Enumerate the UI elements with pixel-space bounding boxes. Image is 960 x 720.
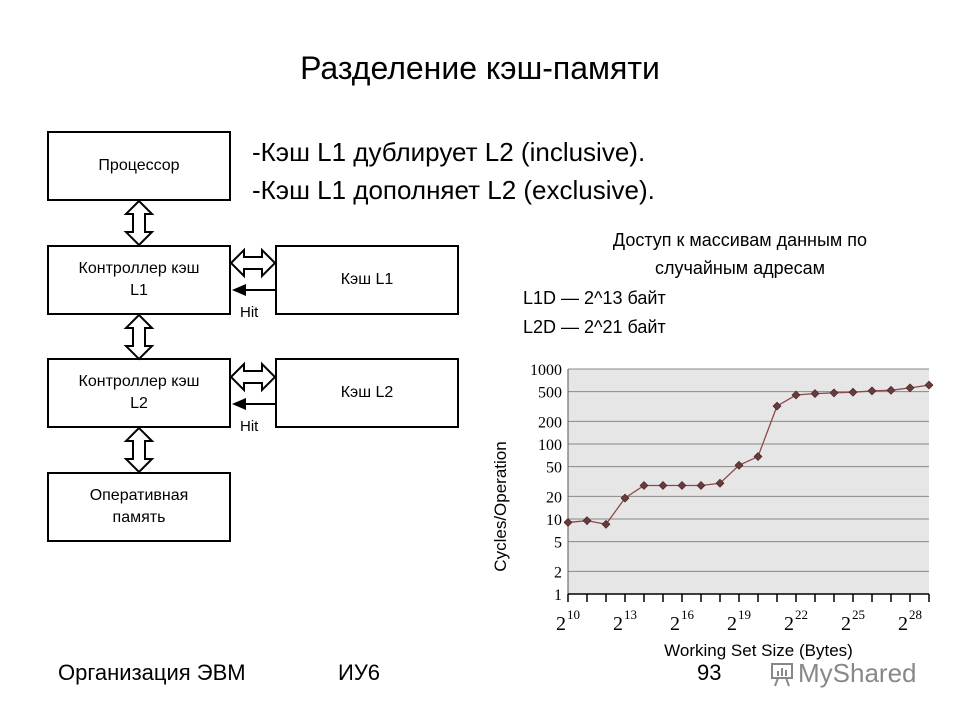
svg-text:2: 2 [841, 613, 851, 635]
cache-l2-block: Кэш L2 [275, 358, 459, 428]
svg-text:10: 10 [546, 512, 562, 529]
ram-label: Оперативная [89, 487, 189, 504]
svg-text:13: 13 [624, 607, 637, 622]
ctrl-l2-label: Контроллер кэш [78, 373, 200, 390]
svg-text:1: 1 [554, 587, 562, 604]
ctrl-l1-level: L1 [130, 282, 148, 299]
svg-text:2: 2 [670, 613, 680, 635]
watermark: MyShared [770, 658, 917, 689]
bidirectional-arrow-icon [230, 249, 276, 277]
svg-text:10: 10 [567, 607, 580, 622]
footer-page-number: 93 [697, 660, 722, 685]
ram-block: Оперативная память [47, 472, 231, 542]
ctrl-l1-label: Контроллер кэш [78, 260, 200, 277]
processor-label: Процессор [98, 157, 180, 174]
svg-text:Working Set Size (Bytes): Working Set Size (Bytes) [664, 641, 853, 660]
svg-text:2: 2 [784, 613, 794, 635]
bidirectional-arrow-icon [125, 314, 153, 360]
svg-text:19: 19 [738, 607, 751, 622]
bidirectional-arrow-icon [230, 363, 276, 391]
svg-text:100: 100 [538, 437, 562, 454]
presentation-board-icon [771, 662, 793, 686]
svg-text:5: 5 [554, 535, 562, 552]
hit-arrow-icon [232, 284, 246, 296]
svg-text:2: 2 [898, 613, 908, 635]
svg-text:20: 20 [546, 489, 562, 506]
svg-text:500: 500 [538, 385, 562, 402]
chart-caption-line2: случайным адресам [654, 258, 826, 278]
ram-label-2: память [112, 509, 166, 526]
svg-text:50: 50 [546, 460, 562, 477]
l2d-size: L2D — 2^21 байт [523, 317, 666, 337]
footer-group: ИУ6 [338, 660, 381, 685]
svg-text:200: 200 [538, 414, 562, 431]
svg-text:22: 22 [795, 607, 808, 622]
bidirectional-arrow-icon [125, 200, 153, 246]
cache-l1-block: Кэш L1 [275, 245, 459, 315]
svg-text:16: 16 [681, 607, 695, 622]
bullet-exclusive: -Кэш L1 дополняет L2 (exclusive). [252, 175, 655, 205]
svg-text:2: 2 [556, 613, 566, 635]
svg-text:25: 25 [852, 607, 865, 622]
svg-text:2: 2 [727, 613, 737, 635]
hit-arrow-icon [232, 398, 246, 410]
watermark-text: MyShared [798, 658, 917, 688]
chart-caption-line1: Доступ к массивам данным по [612, 230, 868, 250]
slide-title: Разделение кэш-памяти [300, 50, 660, 86]
ctrl-l2-level: L2 [130, 395, 148, 412]
bullet-inclusive: -Кэш L1 дублирует L2 (inclusive). [252, 137, 646, 167]
svg-text:2: 2 [554, 564, 562, 581]
svg-text:28: 28 [909, 607, 922, 622]
cache-l2-label: Кэш L2 [340, 384, 394, 401]
svg-text:Cycles/Operation: Cycles/Operation [491, 441, 510, 571]
hit-label-l2: Hit [240, 418, 259, 435]
l1d-size: L1D — 2^13 байт [523, 288, 666, 308]
svg-text:2: 2 [613, 613, 623, 635]
diagram-arrows [125, 200, 276, 473]
bidirectional-arrow-icon [125, 427, 153, 473]
cache-l1-label: Кэш L1 [340, 271, 394, 288]
cache-controller-l2-block: Контроллер кэш L2 [47, 358, 231, 428]
hit-label-l1: Hit [240, 304, 259, 321]
svg-text:1000: 1000 [530, 362, 562, 379]
footer-course: Организация ЭВМ [58, 660, 246, 685]
cache-controller-l1-block: Контроллер кэш L1 [47, 245, 231, 315]
